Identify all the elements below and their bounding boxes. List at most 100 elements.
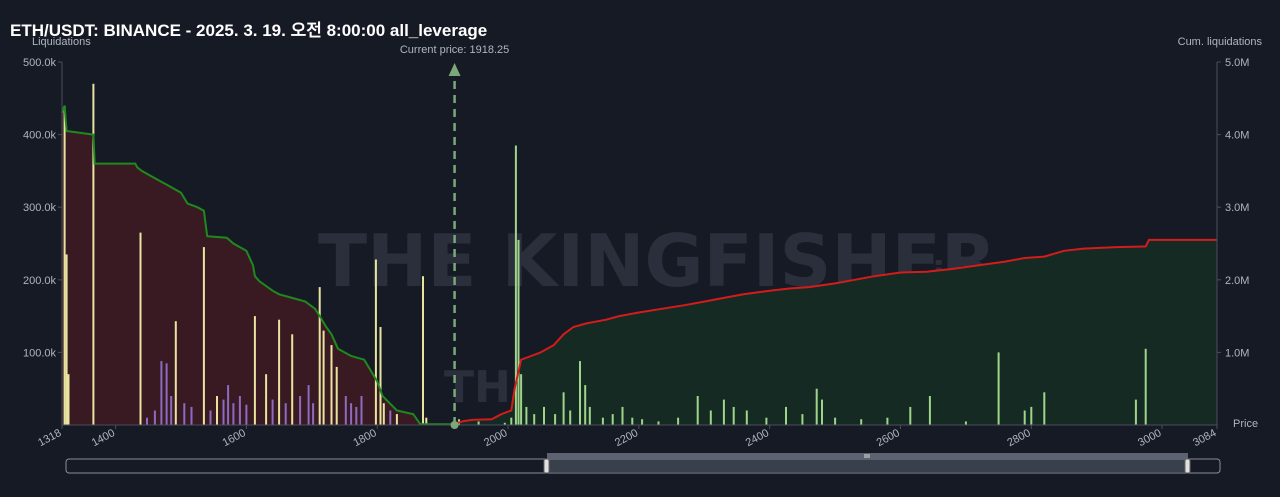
liquidation-bar-19 [238, 396, 241, 425]
liquidation-bar-25 [284, 403, 287, 425]
liquidation-bar-68 [677, 417, 680, 425]
y-right-tick-label-3: 4.0M [1225, 130, 1249, 142]
liquidation-bar-39 [379, 327, 382, 425]
liquidation-bar-60 [584, 385, 587, 425]
y-left-tick-label-3: 400.0k [23, 130, 57, 142]
cum-long-line [61, 105, 455, 426]
bar-layer [63, 83, 1147, 426]
liquidation-bar-70 [709, 410, 712, 425]
range-slider-grip-icon[interactable] [864, 454, 870, 458]
liquidation-bar-64 [621, 406, 624, 425]
chart-title: ETH/USDT: BINANCE - 2025. 3. 19. 오전 8:00… [10, 21, 488, 40]
liquidation-bar-50 [514, 145, 517, 425]
liquidation-bar-13 [202, 247, 205, 425]
liquidation-bar-80 [860, 419, 863, 425]
liquidation-bar-55 [543, 406, 545, 425]
liquidation-bar-0 [63, 105, 66, 425]
liquidation-bar-34 [344, 396, 347, 425]
liquidation-bar-48 [503, 422, 506, 425]
liquidation-bar-71 [722, 399, 725, 425]
y-right-tick-label-2: 3.0M [1225, 202, 1249, 214]
x-tick-label-3: 1800 [351, 427, 378, 449]
liquidation-bar-81 [886, 417, 889, 425]
range-slider-right-handle[interactable] [1184, 458, 1191, 474]
liquidation-bar-78 [821, 399, 823, 425]
liquidation-bar-43 [422, 276, 424, 425]
liquidation-bar-14 [209, 410, 212, 425]
liquidation-bar-67 [657, 421, 660, 425]
liquidation-bar-12 [190, 406, 193, 425]
liquidation-bar-73 [745, 410, 748, 425]
current-price-arrow-icon [448, 63, 461, 76]
x-tick-label-2: 1600 [221, 427, 248, 449]
liquidation-bar-63 [611, 414, 614, 425]
liquidation-bar-26 [291, 334, 294, 426]
right-axis-label: Cum. liquidations [1178, 36, 1263, 48]
liquidation-bar-9 [170, 396, 173, 425]
liquidation-bar-88 [1043, 392, 1046, 425]
current-price-label: Current price: 1918.25 [400, 44, 509, 56]
liquidation-bar-62 [601, 417, 604, 425]
x-tick-label-8: 2800 [1005, 427, 1032, 449]
current-price-marker: Current price: 1918.25 [400, 44, 509, 429]
liquidation-bar-27 [299, 396, 302, 425]
liquidation-bar-21 [253, 316, 256, 425]
liquidation-bar-30 [318, 287, 321, 425]
cum-fill-layer [62, 105, 1217, 425]
liquidation-bar-56 [554, 414, 557, 425]
y-right-tick-label-1: 2.0M [1225, 275, 1249, 287]
liquidation-bar-76 [801, 414, 804, 425]
liquidation-bar-4 [139, 232, 142, 425]
x-tick-label-9: 3000 [1136, 427, 1163, 449]
liquidation-bar-1 [65, 254, 68, 425]
x-tick-label-1: 1400 [90, 427, 117, 449]
cum-short-fill [454, 239, 1217, 425]
range-slider[interactable] [65, 453, 1221, 474]
range-slider-left-handle[interactable] [543, 458, 550, 474]
liquidation-bar-6 [153, 410, 156, 425]
liquidation-bar-57 [562, 392, 565, 425]
liquidation-bar-82 [909, 406, 912, 425]
liquidation-bar-23 [271, 399, 274, 425]
y-left-tick-label-4: 500.0k [23, 57, 57, 69]
y-left-tick-label-1: 200.0k [23, 275, 57, 287]
x-tick-label-10: 3084 [1191, 427, 1218, 449]
range-slider-window[interactable] [547, 460, 1188, 472]
liquidation-bar-11 [183, 403, 186, 425]
y-right-tick-label-0: 1.0M [1225, 347, 1249, 359]
current-price-dot [450, 421, 459, 429]
liquidation-bar-69 [696, 396, 699, 425]
liquidation-bar-77 [815, 388, 818, 425]
liquidation-bar-74 [765, 417, 768, 425]
liquidation-bar-18 [232, 403, 235, 425]
x-tick-label-4: 2000 [482, 427, 509, 449]
liquidation-bar-24 [278, 319, 281, 425]
x-tick-label-7: 2600 [875, 427, 902, 449]
liquidation-bar-87 [1030, 406, 1033, 425]
liquidation-bar-85 [997, 352, 1000, 425]
liquidation-bar-20 [245, 404, 248, 425]
liquidation-bar-65 [631, 417, 634, 425]
liquidation-bar-66 [641, 419, 644, 425]
liquidation-bar-16 [222, 399, 225, 425]
y-left-tick-label-2: 300.0k [23, 202, 57, 214]
y-left-tick-label-0: 100.0k [23, 347, 57, 359]
liquidation-bar-89 [1134, 399, 1137, 425]
liquidation-bar-79 [834, 417, 837, 425]
cum-long-fill [62, 105, 455, 425]
liquidation-bar-37 [360, 396, 363, 425]
liquidation-bar-28 [307, 385, 310, 425]
x-axis-label: Price [1233, 418, 1258, 430]
liquidation-bar-38 [374, 259, 377, 425]
liquidation-bar-51 [517, 239, 520, 425]
cum-line-layer [61, 105, 1217, 426]
liquidation-bar-31 [322, 330, 325, 425]
x-tick-label-0: 1318 [36, 427, 63, 449]
liquidation-bar-52 [520, 374, 523, 425]
liquidation-bar-17 [227, 385, 230, 425]
liquidation-bar-90 [1144, 348, 1147, 425]
liquidation-bar-8 [165, 363, 168, 425]
liquidation-bar-72 [732, 406, 735, 425]
